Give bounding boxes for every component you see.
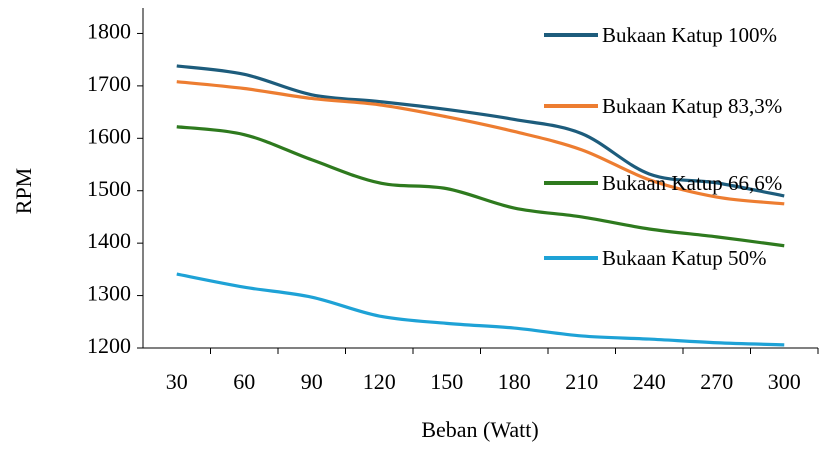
legend-entry: Bukaan Katup 83,3% (544, 92, 824, 120)
legend-swatch (544, 33, 598, 37)
series-line (176, 64, 785, 198)
series-line (176, 272, 785, 347)
x-tick-label: 60 (233, 369, 255, 394)
y-tick-label: 1200 (87, 333, 131, 358)
x-tick-label: 180 (498, 369, 531, 394)
legend-swatch (544, 104, 598, 108)
legend-label: Bukaan Katup 100% (602, 23, 777, 47)
y-tick-label: 1500 (87, 176, 131, 201)
x-tick-label: 150 (430, 369, 463, 394)
y-axis-label: RPM (11, 168, 36, 214)
x-tick-label: 210 (565, 369, 598, 394)
x-tick-label: 120 (363, 369, 396, 394)
x-tick-label: 240 (633, 369, 666, 394)
series-line (176, 125, 785, 248)
x-axis-label: Beban (Watt) (421, 417, 538, 442)
legend-entry: Bukaan Katup 50% (544, 244, 824, 272)
legend-entry: Bukaan Katup 100% (544, 21, 824, 49)
legend-swatch (544, 256, 598, 260)
x-tick-label: 270 (700, 369, 733, 394)
legend-entry: Bukaan Katup 66,6% (544, 169, 824, 197)
legend-label: Bukaan Katup 83,3% (602, 94, 783, 118)
y-tick-label: 1300 (87, 281, 131, 306)
x-tick-label: 90 (301, 369, 323, 394)
legend-swatch (544, 181, 598, 185)
legend-label: Bukaan Katup 50% (602, 246, 767, 270)
legend-label: Bukaan Katup 66,6% (602, 171, 783, 195)
y-tick-label: 1600 (87, 123, 131, 148)
x-tick-label: 300 (768, 369, 801, 394)
y-tick-label: 1800 (87, 19, 131, 44)
series-line (176, 80, 785, 206)
y-tick-label: 1400 (87, 228, 131, 253)
y-tick-label: 1700 (87, 71, 131, 96)
x-tick-label: 30 (166, 369, 188, 394)
